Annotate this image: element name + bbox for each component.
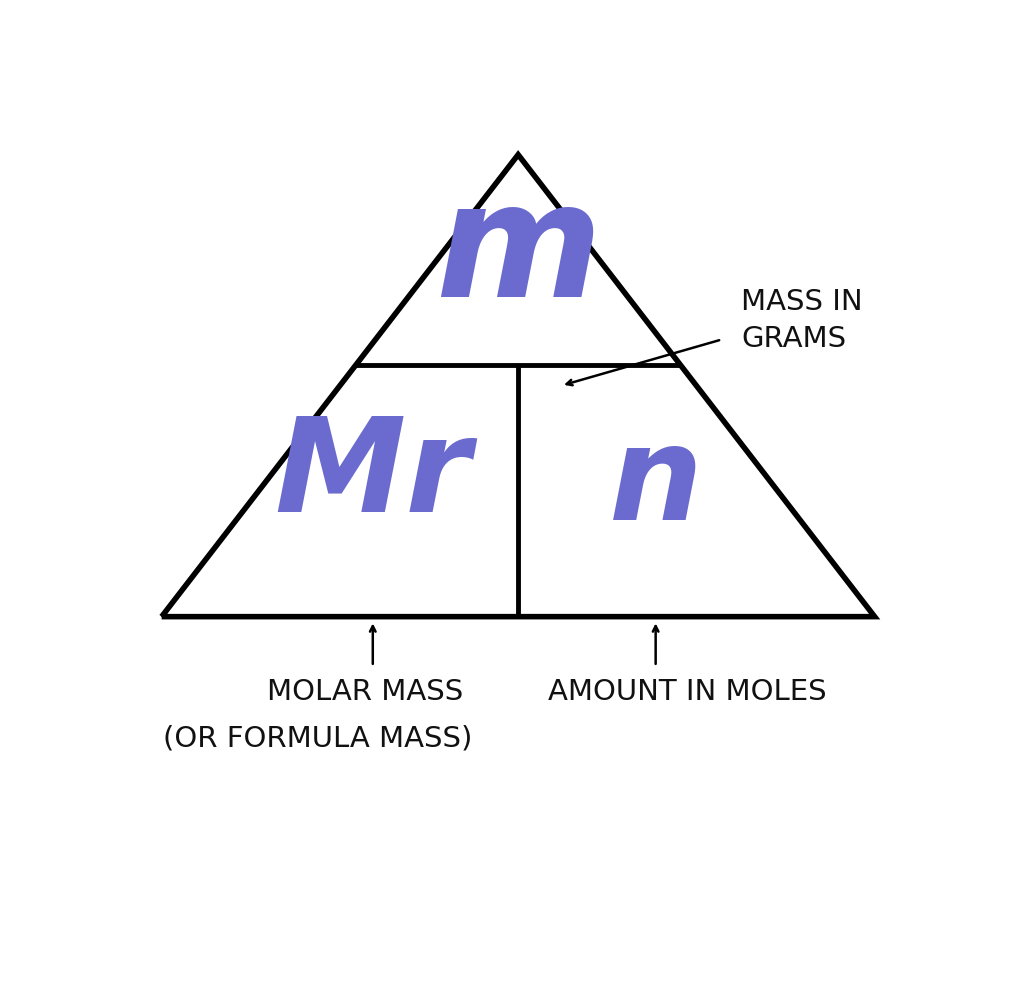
Text: m: m [435, 175, 602, 330]
Text: AMOUNT IN MOLES: AMOUNT IN MOLES [548, 678, 826, 706]
Text: MOLAR MASS: MOLAR MASS [267, 678, 463, 706]
Text: (OR FORMULA MASS): (OR FORMULA MASS) [163, 724, 472, 752]
Text: MASS IN
GRAMS: MASS IN GRAMS [741, 288, 863, 353]
Text: n: n [609, 420, 703, 547]
Text: Mr: Mr [275, 412, 471, 539]
